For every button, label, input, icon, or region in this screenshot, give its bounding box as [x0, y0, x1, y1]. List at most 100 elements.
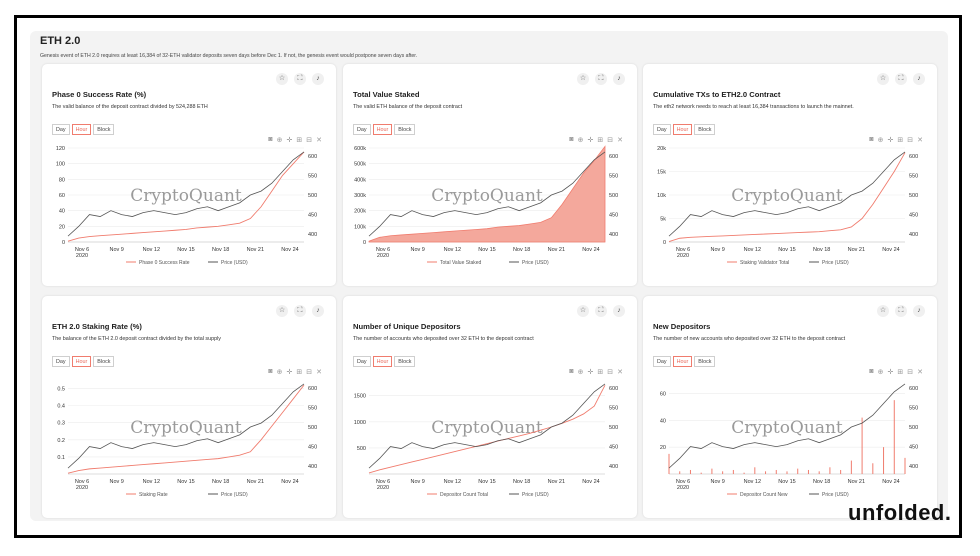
- pan-icon[interactable]: ✛: [286, 369, 293, 376]
- star-icon[interactable]: ☆: [877, 73, 889, 85]
- pan-icon[interactable]: ✛: [587, 369, 594, 376]
- price-line: [368, 383, 606, 469]
- zoom-in-icon[interactable]: ⊞: [597, 369, 604, 376]
- zoom-in-icon[interactable]: ⊞: [897, 137, 904, 144]
- panel-actions: ☆ ⛶ ♪: [276, 73, 324, 85]
- y2-tick-label: 550: [909, 405, 918, 411]
- expand-icon[interactable]: ⛶: [895, 73, 907, 85]
- tab-day[interactable]: Day: [653, 356, 671, 367]
- y2-tick-label: 500: [909, 193, 918, 199]
- pan-icon[interactable]: ✛: [887, 137, 894, 144]
- y-tick-label: 10k: [657, 193, 666, 199]
- bell-icon[interactable]: ♪: [312, 73, 324, 85]
- zoom-in-icon[interactable]: ⊞: [296, 369, 303, 376]
- zoom-out-icon[interactable]: ⊟: [306, 137, 313, 144]
- legend-label: Price (USD): [822, 492, 849, 498]
- expand-icon[interactable]: ⛶: [595, 73, 607, 85]
- zoom-icon[interactable]: ⊕: [276, 369, 283, 376]
- star-icon[interactable]: ☆: [577, 305, 589, 317]
- expand-icon[interactable]: ⛶: [294, 305, 306, 317]
- tab-block[interactable]: Block: [93, 356, 115, 367]
- expand-icon[interactable]: ⛶: [294, 73, 306, 85]
- zoom-out-icon[interactable]: ⊟: [907, 137, 914, 144]
- series-line: [67, 151, 305, 242]
- bell-icon[interactable]: ♪: [312, 305, 324, 317]
- zoom-in-icon[interactable]: ⊞: [296, 137, 303, 144]
- y-tick-label: 80: [59, 177, 65, 183]
- tab-block[interactable]: Block: [93, 124, 115, 135]
- reset-icon[interactable]: ✕: [917, 369, 923, 376]
- y-tick-label: 5k: [660, 217, 666, 223]
- tab-hour[interactable]: Hour: [672, 124, 693, 135]
- star-icon[interactable]: ☆: [276, 73, 288, 85]
- tab-block[interactable]: Block: [694, 124, 716, 135]
- zoom-icon[interactable]: ⊕: [577, 369, 584, 376]
- x-tick-label: Nov 15: [177, 479, 194, 485]
- x-tick-label: Nov 12: [444, 479, 461, 485]
- tab-day[interactable]: Day: [52, 124, 70, 135]
- pan-icon[interactable]: ✛: [286, 137, 293, 144]
- bell-icon[interactable]: ♪: [913, 305, 925, 317]
- zoom-out-icon[interactable]: ⊟: [607, 369, 614, 376]
- bell-icon[interactable]: ♪: [613, 305, 625, 317]
- tab-hour[interactable]: Hour: [71, 124, 92, 135]
- star-icon[interactable]: ☆: [276, 305, 288, 317]
- y2-tick-label: 500: [609, 193, 618, 199]
- y-tick-label: 100k: [354, 224, 366, 230]
- resolution-tabs: Day Hour Block: [52, 124, 115, 135]
- y2-tick-label: 400: [909, 464, 918, 470]
- zoom-out-icon[interactable]: ⊟: [607, 137, 614, 144]
- tab-block[interactable]: Block: [394, 356, 416, 367]
- zoom-icon[interactable]: ⊕: [577, 137, 584, 144]
- tab-hour[interactable]: Hour: [672, 356, 693, 367]
- camera-icon[interactable]: ◙: [569, 136, 574, 143]
- reset-icon[interactable]: ✕: [617, 137, 623, 144]
- reset-icon[interactable]: ✕: [316, 369, 322, 376]
- zoom-out-icon[interactable]: ⊟: [306, 369, 313, 376]
- camera-icon[interactable]: ◙: [268, 368, 273, 375]
- bell-icon[interactable]: ♪: [913, 73, 925, 85]
- panel-description: The number of accounts who deposited ove…: [353, 336, 534, 342]
- tab-block[interactable]: Block: [394, 124, 416, 135]
- reset-icon[interactable]: ✕: [917, 137, 923, 144]
- tab-hour[interactable]: Hour: [71, 356, 92, 367]
- zoom-in-icon[interactable]: ⊞: [897, 369, 904, 376]
- x-tick-label: Nov 6: [75, 247, 89, 253]
- pan-icon[interactable]: ✛: [887, 369, 894, 376]
- x-tick-label: Nov 9: [109, 247, 123, 253]
- reset-icon[interactable]: ✕: [316, 137, 322, 144]
- star-icon[interactable]: ☆: [577, 73, 589, 85]
- price-line: [668, 383, 906, 469]
- x-tick-label: Nov 9: [109, 479, 123, 485]
- tab-day[interactable]: Day: [353, 356, 371, 367]
- dashboard-subtitle: Genesis event of ETH 2.0 requires at lea…: [40, 53, 418, 59]
- star-icon[interactable]: ☆: [877, 305, 889, 317]
- resolution-tabs: Day Hour Block: [653, 124, 716, 135]
- reset-icon[interactable]: ✕: [617, 369, 623, 376]
- tab-day[interactable]: Day: [52, 356, 70, 367]
- camera-icon[interactable]: ◙: [569, 368, 574, 375]
- x-tick-label: Nov 21: [548, 247, 565, 253]
- zoom-icon[interactable]: ⊕: [877, 369, 884, 376]
- y2-tick-label: 450: [609, 213, 618, 219]
- pan-icon[interactable]: ✛: [587, 137, 594, 144]
- tab-hour[interactable]: Hour: [372, 356, 393, 367]
- expand-icon[interactable]: ⛶: [595, 305, 607, 317]
- bell-icon[interactable]: ♪: [613, 73, 625, 85]
- tab-day[interactable]: Day: [353, 124, 371, 135]
- zoom-in-icon[interactable]: ⊞: [597, 137, 604, 144]
- legend-label: Price (USD): [522, 260, 549, 266]
- zoom-out-icon[interactable]: ⊟: [907, 369, 914, 376]
- camera-icon[interactable]: ◙: [268, 136, 273, 143]
- tab-block[interactable]: Block: [694, 356, 716, 367]
- x-tick-label: Nov 12: [143, 479, 160, 485]
- tab-hour[interactable]: Hour: [372, 124, 393, 135]
- camera-icon[interactable]: ◙: [869, 368, 874, 375]
- expand-icon[interactable]: ⛶: [895, 305, 907, 317]
- camera-icon[interactable]: ◙: [869, 136, 874, 143]
- tab-day[interactable]: Day: [653, 124, 671, 135]
- x-tick-label: Nov 12: [444, 247, 461, 253]
- chart-toolbar: ◙ ⊕ ✛ ⊞ ⊟ ✕: [268, 368, 322, 376]
- zoom-icon[interactable]: ⊕: [877, 137, 884, 144]
- zoom-icon[interactable]: ⊕: [276, 137, 283, 144]
